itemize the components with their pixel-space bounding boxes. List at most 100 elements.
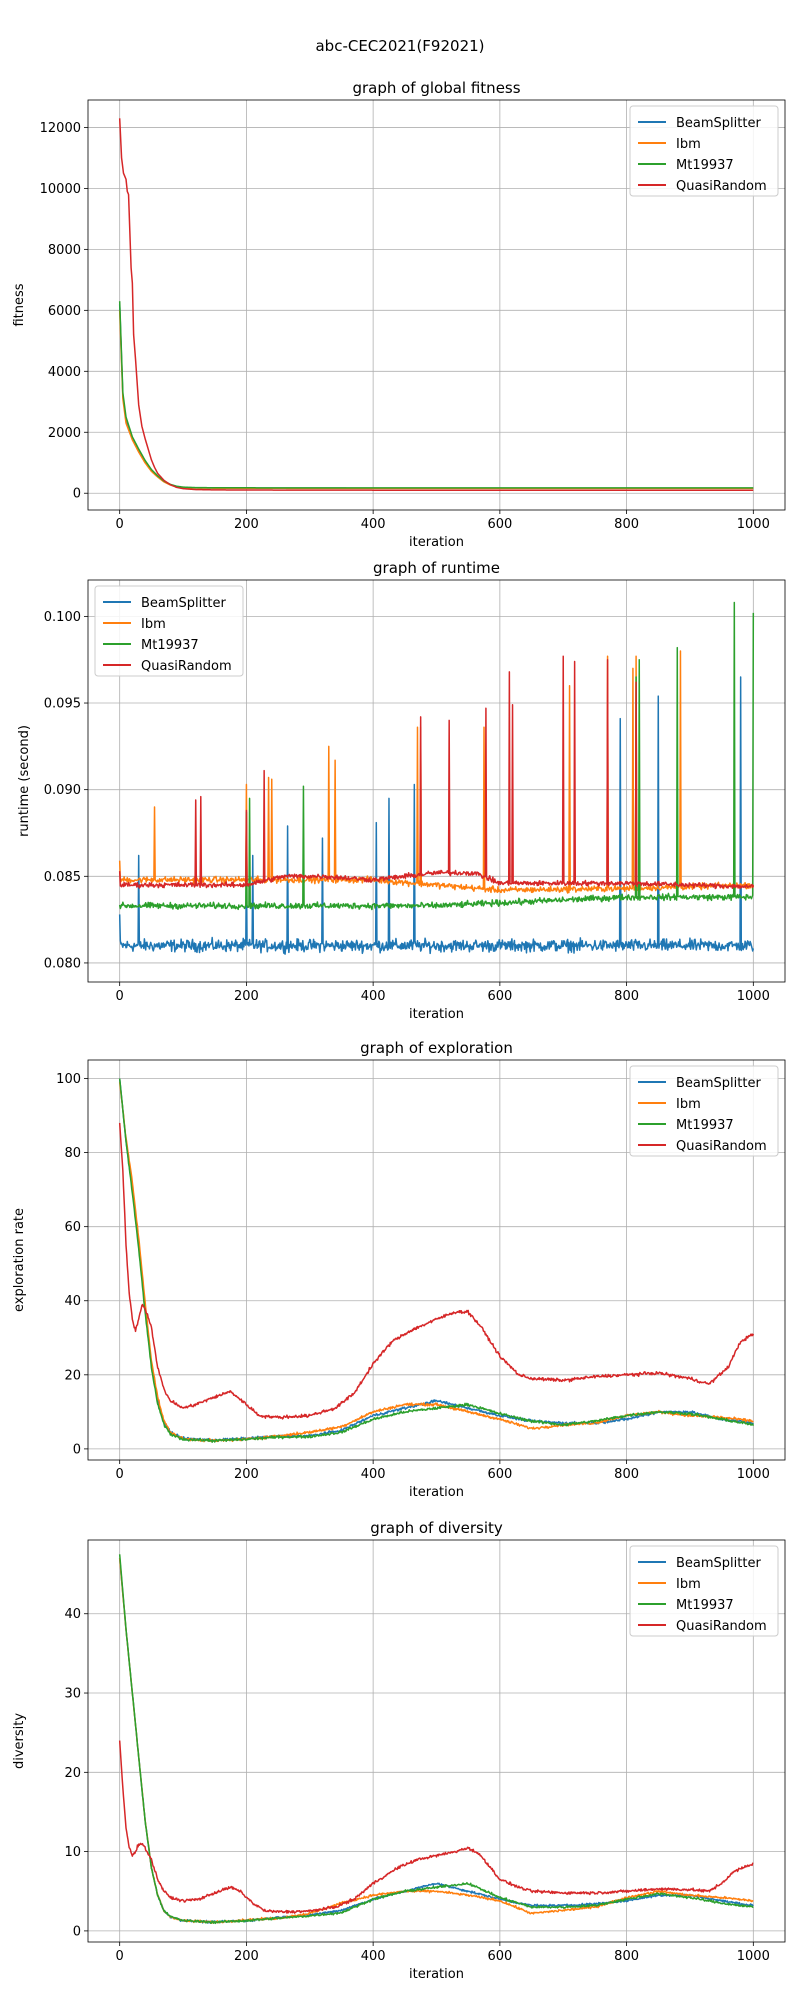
chart-panel-1: 0 200 400 600 800 100002000400060008000100001… [12, 79, 786, 550]
series-line-beamsplitter [118, 676, 755, 955]
legend: BeamSplitter Ibm Mt19937 QuasiRandom [629, 1065, 779, 1157]
legend-label: QuasiRandom [676, 179, 767, 194]
y-tick-label: 6000 [48, 304, 81, 319]
legend-label: Ibm [676, 1577, 701, 1592]
y-tick-label: 2000 [48, 426, 81, 441]
series-group [118, 1554, 754, 1925]
chart-title: graph of runtime [373, 559, 500, 577]
y-tick-label: 40 [64, 1294, 81, 1309]
axes-frame [87, 99, 786, 511]
y-tick-label: 80 [64, 1146, 81, 1161]
y-axis-label: exploration rate [12, 1208, 27, 1312]
x-tick-label: 600 [487, 1949, 512, 1964]
legend-box [629, 1065, 779, 1157]
chart-title: graph of diversity [370, 1519, 503, 1537]
y-axis-label: fitness [12, 283, 27, 326]
legend-label: QuasiRandom [141, 659, 232, 674]
chart-title: graph of exploration [360, 1039, 513, 1057]
x-tick-label: 800 [614, 1949, 639, 1964]
series-line-quasirandom [118, 1122, 755, 1420]
x-tick-label: 200 [234, 517, 259, 532]
y-tick-label: 0 [73, 1442, 81, 1457]
legend-label: Mt19937 [676, 1118, 734, 1133]
legend-box [629, 105, 779, 197]
y-axis-label: diversity [12, 1713, 27, 1769]
series-line-ibm [118, 650, 755, 894]
x-tick-label: 400 [361, 1467, 386, 1482]
x-tick-label: 600 [487, 517, 512, 532]
x-tick-label: 0 [116, 989, 124, 1004]
y-tick-label: 0 [73, 1924, 81, 1939]
legend-label: BeamSplitter [141, 596, 226, 611]
x-tick-label: 200 [234, 1949, 259, 1964]
y-tick-label: 100 [56, 1072, 81, 1087]
y-tick-label: 0.085 [44, 870, 81, 885]
series-line-quasirandom [118, 655, 755, 890]
series-line-mt19937 [118, 1078, 755, 1443]
series-line-quasirandom [118, 118, 754, 491]
x-tick-label: 1000 [737, 1467, 770, 1482]
figure-suptitle: abc-CEC2021(F92021) [315, 37, 484, 55]
chart-panel-2: 0 200 400 600 800 1000 0.080 0.085 0.090 0.095 0.1… [17, 559, 786, 1022]
x-tick-label: 200 [234, 1467, 259, 1482]
y-tick-label: 12000 [40, 121, 81, 136]
legend-label: BeamSplitter [676, 1076, 761, 1091]
x-tick-label: 600 [487, 1467, 512, 1482]
legend: BeamSplitter Ibm Mt19937 QuasiRandom [94, 585, 244, 677]
axes-frame [87, 1059, 786, 1461]
x-tick-label: 200 [234, 989, 259, 1004]
y-tick-label: 30 [64, 1687, 81, 1702]
x-axis-label: iteration [409, 1485, 464, 1500]
series-group [118, 601, 755, 955]
y-tick-label: 20 [64, 1766, 81, 1781]
legend: BeamSplitter Ibm Mt19937 QuasiRandom [629, 105, 779, 197]
y-tick-label: 20 [64, 1368, 81, 1383]
y-tick-label: 10000 [40, 182, 81, 197]
y-tick-label: 8000 [48, 243, 81, 258]
legend-label: QuasiRandom [676, 1619, 767, 1634]
x-tick-label: 1000 [737, 989, 770, 1004]
x-tick-label: 800 [614, 517, 639, 532]
x-tick-label: 1000 [737, 1949, 770, 1964]
legend-label: Ibm [676, 1097, 701, 1112]
series-group [118, 118, 754, 491]
legend-box [629, 1545, 779, 1637]
legend-label: Mt19937 [676, 1598, 734, 1613]
y-tick-label: 0 [73, 487, 81, 502]
y-tick-label: 0.090 [44, 783, 81, 798]
x-axis-label: iteration [409, 1007, 464, 1022]
chart-title: graph of global fitness [352, 79, 520, 97]
series-line-mt19937 [118, 301, 754, 489]
x-tick-label: 1000 [737, 517, 770, 532]
legend-label: BeamSplitter [676, 116, 761, 131]
legend-label: Ibm [676, 137, 701, 152]
y-tick-label: 0.095 [44, 697, 81, 712]
chart-panel-3: 0 200 400 600 800 1000 0 20 40 60 80 100 graph of ex… [12, 1039, 786, 1500]
legend-label: Mt19937 [141, 638, 199, 653]
x-tick-label: 0 [116, 1467, 124, 1482]
x-tick-label: 800 [614, 989, 639, 1004]
legend: BeamSplitter Ibm Mt19937 QuasiRandom [629, 1545, 779, 1637]
axes-frame [87, 579, 786, 983]
series-line-quasirandom [118, 1740, 754, 1914]
legend-label: QuasiRandom [676, 1139, 767, 1154]
x-tick-label: 600 [487, 989, 512, 1004]
legend-label: Mt19937 [676, 158, 734, 173]
legend-label: Ibm [141, 617, 166, 632]
x-tick-label: 400 [361, 1949, 386, 1964]
y-axis-label: runtime (second) [17, 725, 32, 837]
y-tick-label: 4000 [48, 365, 81, 380]
y-tick-label: 40 [64, 1607, 81, 1622]
y-tick-label: 60 [64, 1220, 81, 1235]
y-tick-label: 0.080 [44, 956, 81, 971]
legend-label: BeamSplitter [676, 1556, 761, 1571]
x-tick-label: 400 [361, 989, 386, 1004]
y-tick-label: 0.100 [44, 610, 81, 625]
axes-frame [87, 1539, 786, 1943]
series-line-mt19937 [118, 601, 755, 911]
x-tick-label: 0 [116, 517, 124, 532]
legend-box [94, 585, 244, 677]
y-tick-label: 10 [64, 1845, 81, 1860]
chart-panel-4: 0 200 400 600 800 1000 0 10 20 30 40 graph of diver… [12, 1519, 786, 1982]
